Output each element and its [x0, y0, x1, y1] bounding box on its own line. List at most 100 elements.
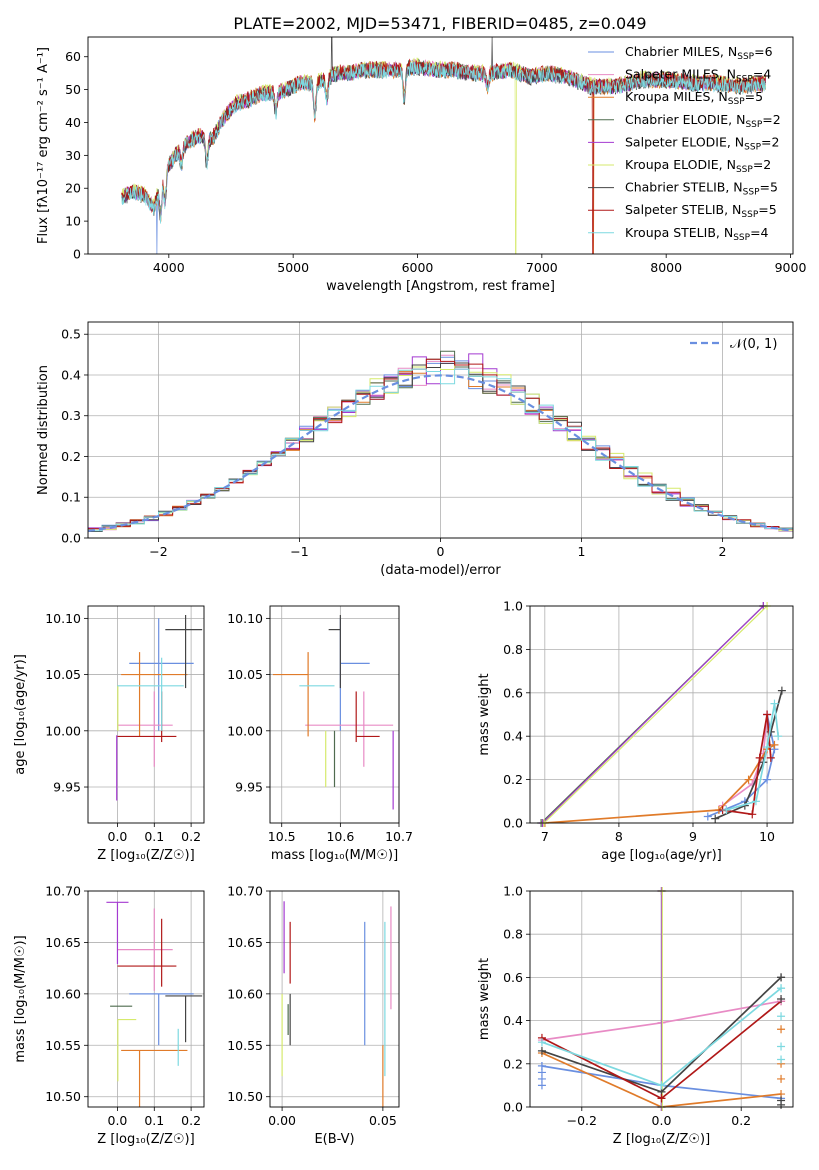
mass-weight-marker	[777, 995, 786, 1003]
mass-weight-marker	[763, 775, 772, 784]
mass-vs-Z-ytick-label: 10.65	[45, 935, 81, 950]
residuals-frame	[87, 321, 794, 539]
massweight-vs-Z-xtick-label: −0.2	[567, 1113, 597, 1128]
massweight-vs-age-ytick-label: 0.2	[503, 772, 523, 787]
massweight-vs-age-xlabel: age [log₁₀(age/yr)]	[601, 848, 722, 863]
spectrum-ytick-label: 10	[65, 214, 81, 229]
spectrum-line-kroupa-stelib	[121, 61, 766, 224]
spectrum-xtick-label: 8000	[650, 260, 682, 275]
massweight-vs-Z-xtick-label: 0.0	[652, 1113, 672, 1128]
mass-weight-marker	[777, 1096, 786, 1105]
mass-vs-Z-ytick-label: 10.50	[45, 1089, 81, 1104]
mass-weight-marker	[777, 1042, 786, 1051]
massweight-vs-age-ylabel: mass weight	[477, 673, 492, 755]
errorbar-kroupa-miles	[121, 1049, 188, 1107]
residuals-xlabel: (data-model)/error	[380, 563, 501, 578]
spectrum-xtick-label: 6000	[402, 260, 434, 275]
mass-weight-marker	[751, 797, 760, 806]
legend-entry: Salpeter STELIB, NSSP=5	[625, 202, 777, 220]
mass-vs-ebv-frame	[269, 890, 400, 1108]
residuals-xtick-label: 2	[719, 544, 727, 559]
residuals-ytick-label: 0.0	[61, 531, 81, 546]
age-vs-Z-ylabel: age [log₁₀(age/yr)]	[13, 654, 28, 775]
spectrum-legend: Chabrier MILES, NSSP=6 Salpeter MILES, NS…	[588, 44, 781, 243]
mass-vs-ebv-ytick-label: 10.60	[227, 986, 263, 1001]
residuals-xtick-label: −2	[149, 544, 167, 559]
mass-weight-line-kroupa-elodie	[543, 606, 768, 823]
errorbar-chabrier-stelib	[165, 995, 203, 1043]
massweight-vs-Z-ylabel: mass weight	[477, 958, 492, 1040]
massweight-vs-age-frame	[529, 605, 794, 824]
legend-entry: Kroupa STELIB, NSSP=4	[625, 225, 769, 243]
residuals-ytick-label: 0.4	[61, 367, 81, 382]
residuals-ytick-label: 0.1	[61, 490, 81, 505]
residuals-ylabel: Normed distribution	[36, 365, 51, 495]
mass-weight-marker	[777, 973, 786, 982]
age-vs-mass-axes: 10.5 10.6 10.7 9.95 10.00 10.05 10.10 mass [log…	[227, 606, 413, 863]
mass-vs-ebv-axes: 0.00 0.05 10.50 10.55 10.60 10.65 10.70 E(B-V)	[227, 884, 399, 1147]
mass-weight-marker	[755, 753, 764, 762]
massweight-vs-age-xtick-label: 7	[541, 829, 549, 844]
age-vs-Z-ytick-label: 10.10	[45, 611, 81, 626]
massweight-vs-Z-ytick-label: 0.8	[503, 927, 523, 942]
legend-entry: Chabrier ELODIE, NSSP=2	[625, 112, 781, 130]
age-vs-Z-xtick-label: 0.1	[144, 829, 164, 844]
massweight-vs-age-xtick-label: 9	[689, 829, 697, 844]
massweight-vs-Z-axes: −0.2 0.0 0.2 0.0 0.2 0.4 0.6 0.8 1.0 Z [log₁₀(Z/Z…	[477, 884, 793, 1147]
massweight-vs-Z-ytick-label: 0.0	[503, 1100, 523, 1115]
massweight-vs-age-ytick-label: 0.6	[503, 685, 523, 700]
spectrum-ytick-label: 60	[65, 49, 81, 64]
residuals-ytick-label: 0.2	[61, 449, 81, 464]
massweight-vs-Z-frame	[529, 890, 794, 1108]
mass-weight-marker	[777, 984, 786, 993]
errorbar-kroupa-elodie	[117, 1018, 137, 1082]
mass-vs-Z-ylabel: mass [log₁₀(M/M☉)]	[13, 935, 28, 1062]
age-vs-Z-axes: 0.0 0.1 0.2 9.95 10.00 10.05 10.10 Z [log₁₀(Z/Z…	[13, 606, 204, 863]
mass-vs-ebv-xtick-label: 0.05	[369, 1113, 397, 1128]
residuals-axes: −2 −1 0 1 2 0.0 0.1 0.2 0.3 0.4 0.5 (data-model)/er…	[36, 322, 793, 578]
mass-weight-line-salpeter-elodie	[542, 606, 764, 823]
errorbar-salpeter-miles	[117, 691, 173, 767]
errorbar-salpeter-elodie	[106, 901, 129, 965]
mass-weight-marker	[722, 805, 731, 814]
mass-vs-ebv-xtick-label: 0.00	[268, 1113, 296, 1128]
residuals-xtick-label: 0	[437, 544, 445, 559]
spectrum-ylabel: Flux [fλ10⁻¹⁷ erg cm⁻² s⁻¹ A⁻¹]	[36, 47, 51, 244]
mass-weight-marker	[774, 732, 783, 741]
mass-vs-Z-ytick-label: 10.55	[45, 1038, 81, 1053]
spectrum-xtick-label: 7000	[526, 260, 558, 275]
age-vs-Z-xtick-label: 0.2	[181, 829, 201, 844]
chart-layer: 4000 5000 6000 7000 8000 90000102030405060wav…	[13, 36, 806, 1147]
mass-weight-marker	[537, 1038, 546, 1047]
mass-weight-marker	[777, 1055, 786, 1064]
massweight-vs-age-xtick-label: 10	[759, 829, 775, 844]
massweight-vs-Z-ytick-label: 0.6	[503, 970, 523, 985]
age-vs-Z-ytick-label: 10.00	[45, 723, 81, 738]
mass-weight-marker	[537, 1046, 546, 1055]
mass-vs-ebv-ytick-label: 10.55	[227, 1038, 263, 1053]
errorbar-kroupa-miles	[121, 652, 188, 737]
massweight-vs-age-ytick-label: 0.0	[503, 816, 523, 831]
mass-weight-marker	[777, 686, 786, 695]
massweight-vs-Z-ytick-label: 0.4	[503, 1013, 523, 1028]
legend-entry: Kroupa MILES, NSSP=5	[625, 89, 763, 107]
age-vs-Z-xlabel: Z [log₁₀(Z/Z☉)]	[97, 848, 194, 863]
age-vs-Z-ytick-label: 10.05	[45, 667, 81, 682]
age-vs-mass-xtick-label: 10.7	[385, 829, 413, 844]
massweight-vs-Z-ytick-label: 0.2	[503, 1056, 523, 1071]
age-vs-mass-ytick-label: 10.10	[227, 611, 263, 626]
figure-title: PLATE=2002, MJD=53471, FIBERID=0485, z=0…	[233, 14, 646, 33]
massweight-vs-Z-xlabel: Z [log₁₀(Z/Z☉)]	[613, 1132, 710, 1147]
mass-weight-line-kroupa-miles	[544, 744, 775, 823]
spectrum-ytick-label: 50	[65, 82, 81, 97]
age-vs-Z-xtick-label: 0.0	[108, 829, 128, 844]
mass-weight-marker	[703, 812, 712, 821]
residuals-ytick-label: 0.3	[61, 408, 81, 423]
legend-entry: Chabrier MILES, NSSP=6	[625, 44, 773, 62]
mass-weight-marker	[711, 814, 720, 823]
mass-weight-marker	[777, 1074, 786, 1083]
mass-weight-marker	[777, 1012, 786, 1021]
mass-weight-line-kroupa-miles	[541, 1052, 782, 1107]
mass-weight-line-chabrier-stelib	[714, 690, 783, 820]
mass-vs-Z-frame	[87, 890, 205, 1108]
